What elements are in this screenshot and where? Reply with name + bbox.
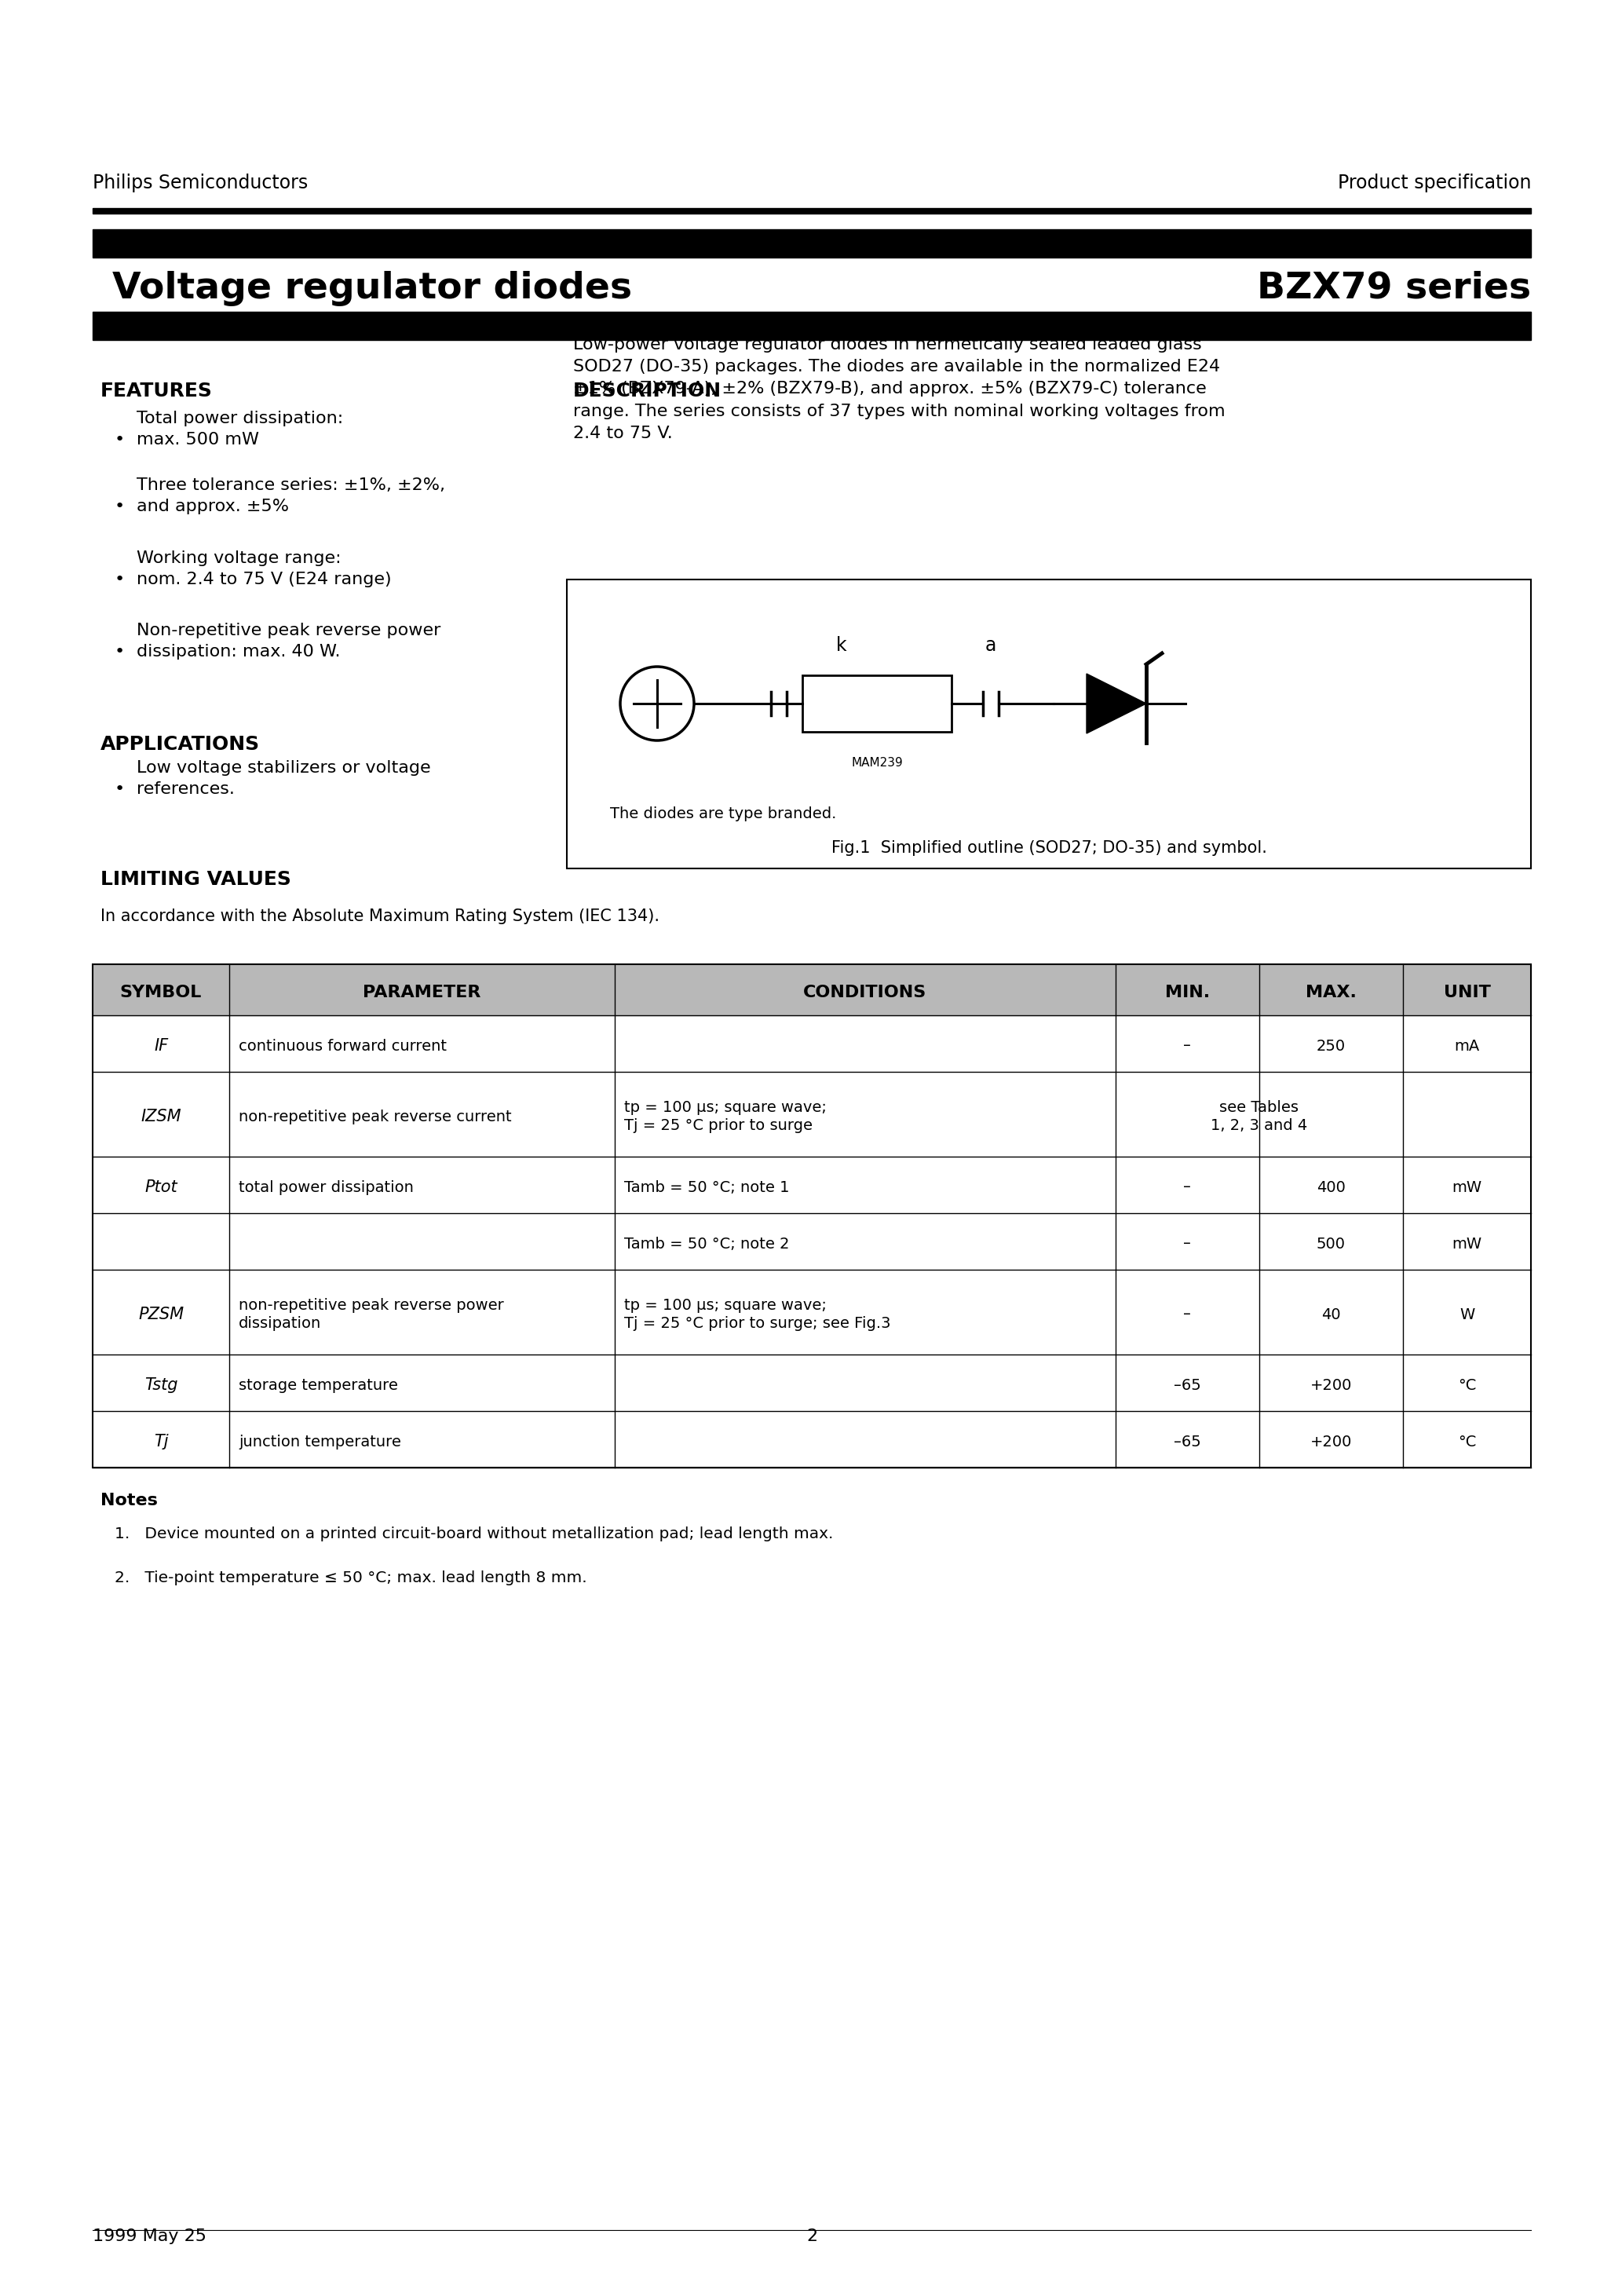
Text: IF: IF [154,1038,169,1054]
Text: FEATURES: FEATURES [101,381,212,400]
Text: k: k [837,636,847,654]
Text: Philips Semiconductors: Philips Semiconductors [92,174,308,193]
Text: CONDITIONS: CONDITIONS [803,985,926,1001]
Text: a: a [985,636,996,654]
Text: In accordance with the Absolute Maximum Rating System (IEC 134).: In accordance with the Absolute Maximum … [101,909,660,925]
Text: Tamb = 50 °C; note 2: Tamb = 50 °C; note 2 [624,1235,790,1251]
Text: Low-power voltage regulator diodes in hermetically sealed leaded glass
SOD27 (DO: Low-power voltage regulator diodes in he… [573,338,1225,441]
Text: mW: mW [1452,1180,1483,1194]
Text: tp = 100 μs; square wave;
Tj = 25 °C prior to surge; see Fig.3: tp = 100 μs; square wave; Tj = 25 °C pri… [624,1297,890,1332]
Text: storage temperature: storage temperature [238,1378,397,1394]
Text: W: W [1460,1306,1474,1322]
Text: MAM239: MAM239 [852,758,903,769]
Text: –: – [1184,1038,1191,1054]
Text: 1999 May 25: 1999 May 25 [92,2229,206,2243]
Text: DESCRIPTION: DESCRIPTION [573,381,722,400]
Text: Ptot: Ptot [144,1180,177,1196]
Text: °C: °C [1458,1378,1476,1394]
Text: 400: 400 [1317,1180,1346,1194]
Text: –65: –65 [1174,1435,1200,1449]
Text: –: – [1184,1235,1191,1251]
Text: –: – [1184,1180,1191,1194]
Text: MIN.: MIN. [1165,985,1210,1001]
Text: non-repetitive peak reverse current: non-repetitive peak reverse current [238,1109,511,1125]
Bar [92,209,1531,214]
Text: Tstg: Tstg [144,1378,178,1394]
Text: +200: +200 [1311,1378,1353,1394]
Text: •: • [115,781,125,797]
Text: •: • [115,572,125,588]
Text: SYMBOL: SYMBOL [120,985,201,1001]
Text: Low voltage stabilizers or voltage
references.: Low voltage stabilizers or voltage refer… [136,760,431,797]
Bar [92,312,1531,340]
Text: °C: °C [1458,1435,1476,1449]
Text: –65: –65 [1174,1378,1200,1394]
Text: Fig.1  Simplified outline (SOD27; DO-35) and symbol.: Fig.1 Simplified outline (SOD27; DO-35) … [830,840,1267,856]
Text: Tamb = 50 °C; note 1: Tamb = 50 °C; note 1 [624,1180,790,1194]
Text: Non-repetitive peak reverse power
dissipation: max. 40 W.: Non-repetitive peak reverse power dissip… [136,622,441,659]
Text: 500: 500 [1317,1235,1346,1251]
Text: BZX79 series: BZX79 series [1257,271,1531,305]
Text: Tj: Tj [154,1433,169,1449]
Text: see Tables
1, 2, 3 and 4: see Tables 1, 2, 3 and 4 [1210,1100,1307,1134]
Text: IZSM: IZSM [141,1109,182,1125]
Text: mA: mA [1455,1038,1479,1054]
Text: 1.   Device mounted on a printed circuit-board without metallization pad; lead l: 1. Device mounted on a printed circuit-b… [115,1527,834,1541]
Text: 40: 40 [1322,1306,1341,1322]
Text: MAX.: MAX. [1306,985,1356,1001]
Bar [92,964,1531,1467]
Bar [566,579,1531,868]
Text: LIMITING VALUES: LIMITING VALUES [101,870,292,889]
Polygon shape [1087,673,1147,732]
Text: Product specification: Product specification [1338,174,1531,193]
Text: junction temperature: junction temperature [238,1435,401,1449]
Text: mW: mW [1452,1235,1483,1251]
Text: APPLICATIONS: APPLICATIONS [101,735,260,753]
Text: Voltage regulator diodes: Voltage regulator diodes [112,271,633,305]
Text: non-repetitive peak reverse power
dissipation: non-repetitive peak reverse power dissip… [238,1297,504,1332]
Bar [92,964,1531,1015]
Text: PZSM: PZSM [138,1306,183,1322]
Text: Total power dissipation:
max. 500 mW: Total power dissipation: max. 500 mW [136,411,344,448]
Text: •: • [115,498,125,514]
Text: Notes: Notes [101,1492,157,1508]
Text: –: – [1184,1306,1191,1322]
Text: 250: 250 [1317,1038,1346,1054]
Bar [92,230,1531,257]
Text: UNIT: UNIT [1444,985,1491,1001]
Text: •: • [115,643,125,659]
Text: Three tolerance series: ±1%, ±2%,
and approx. ±5%: Three tolerance series: ±1%, ±2%, and ap… [136,478,444,514]
Text: Working voltage range:
nom. 2.4 to 75 V (E24 range): Working voltage range: nom. 2.4 to 75 V … [136,551,391,588]
Text: PARAMETER: PARAMETER [363,985,482,1001]
Text: 2: 2 [806,2229,817,2243]
Text: +200: +200 [1311,1435,1353,1449]
Text: 2.   Tie-point temperature ≤ 50 °C; max. lead length 8 mm.: 2. Tie-point temperature ≤ 50 °C; max. l… [115,1570,587,1584]
Text: total power dissipation: total power dissipation [238,1180,414,1194]
Text: •: • [115,432,125,448]
Text: continuous forward current: continuous forward current [238,1038,446,1054]
Text: The diodes are type branded.: The diodes are type branded. [610,806,837,822]
Bar [803,675,952,732]
Text: tp = 100 μs; square wave;
Tj = 25 °C prior to surge: tp = 100 μs; square wave; Tj = 25 °C pri… [624,1100,827,1134]
